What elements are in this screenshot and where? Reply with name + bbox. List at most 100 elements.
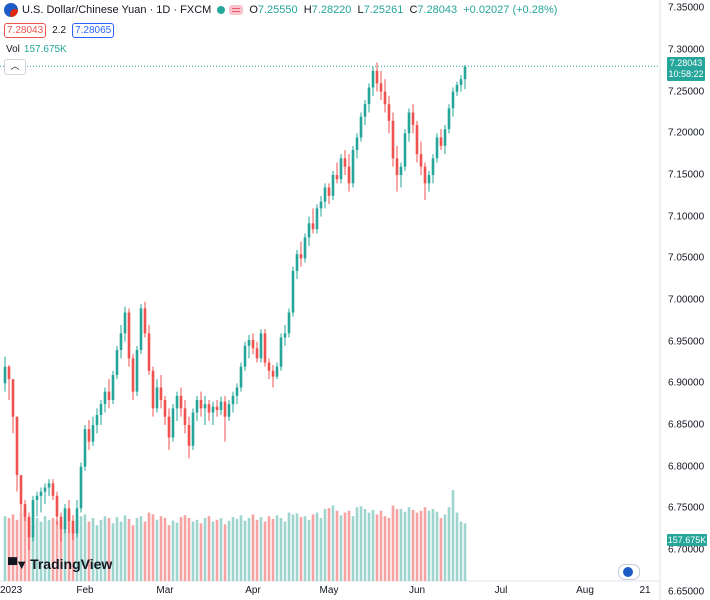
volume-bar-up xyxy=(123,515,127,581)
candle-up xyxy=(231,395,235,405)
volume-bar-up xyxy=(371,509,375,581)
candle-down xyxy=(299,254,303,259)
volume-bar-up xyxy=(279,518,283,581)
candle-up xyxy=(463,66,467,80)
market-menu-icon[interactable] xyxy=(229,5,244,15)
trade-buttons: 7.28043 2.2 7.28065 xyxy=(4,22,115,38)
candle-up xyxy=(47,483,51,488)
volume-bar-down xyxy=(55,520,59,581)
volume-bar-down xyxy=(127,518,131,581)
volume-bar-down xyxy=(107,518,111,581)
candle-up xyxy=(111,375,115,400)
candle-down xyxy=(411,112,415,125)
candle-up xyxy=(135,350,139,392)
volume-bar-up xyxy=(99,519,103,581)
candle-down xyxy=(27,516,31,538)
volume-bar-down xyxy=(11,514,15,581)
volume-bar-down xyxy=(7,518,11,581)
volume-bar-up xyxy=(427,510,431,581)
volume-bar-up xyxy=(451,490,455,581)
price-axis[interactable]: 7.35000 7.30000 7.25000 7.20000 7.15000 7.100… xyxy=(660,0,710,600)
candle-down xyxy=(255,348,259,359)
volume-bar-up xyxy=(319,518,323,581)
candle-down xyxy=(127,312,131,359)
market-open-status-icon xyxy=(217,6,226,14)
currency-flag-button-icon[interactable] xyxy=(618,564,640,580)
symbol-title[interactable]: U.S. Dollar/Chinese Yuan · 1D · FXCM xyxy=(22,4,212,16)
volume-bar-down xyxy=(311,514,315,581)
candle-up xyxy=(287,312,291,334)
candle-down xyxy=(347,166,351,184)
volume-bar-up xyxy=(135,518,139,581)
chevron-up-icon[interactable]: ︿ xyxy=(4,59,26,75)
candle-up xyxy=(455,85,459,92)
volume-bar-up xyxy=(367,512,371,581)
volume-bar-up xyxy=(47,519,51,581)
candle-up xyxy=(351,150,355,184)
candle-up xyxy=(259,333,263,359)
ohlc-values: O7.25550 H7.28220 L7.25261 C7.28043 +0.0… xyxy=(249,4,558,16)
volume-bar-down xyxy=(423,507,427,581)
volume-bar-down xyxy=(59,528,63,581)
sell-button[interactable]: 7.28043 xyxy=(4,22,47,38)
candle-up xyxy=(3,366,7,384)
volume-bar-up xyxy=(227,520,231,581)
volume-bar-down xyxy=(347,510,351,581)
candle-up xyxy=(123,312,127,334)
time-tick-label: Mar xyxy=(156,585,174,596)
volume-bar-down xyxy=(391,505,395,581)
tradingview-logo[interactable]: ▀▼ TradingView xyxy=(8,556,112,572)
candle-down xyxy=(51,483,55,496)
volume-bar-up xyxy=(259,517,263,581)
price-tick-label: 6.75000 xyxy=(668,502,705,514)
candle-up xyxy=(303,237,307,259)
volume-bar-down xyxy=(215,519,219,581)
candle-up xyxy=(95,415,99,425)
price-tick-label: 7.25000 xyxy=(668,86,705,98)
candle-up xyxy=(459,79,463,85)
candle-up xyxy=(75,508,79,534)
candle-up xyxy=(295,254,299,271)
price-tick-label: 6.70000 xyxy=(668,544,705,556)
volume-bar-down xyxy=(51,518,55,581)
candle-down xyxy=(147,333,151,371)
volume-bar-up xyxy=(219,518,223,581)
time-tick-label: Aug xyxy=(576,585,594,596)
volume-bar-up xyxy=(83,514,87,581)
volume-bar-down xyxy=(71,527,75,581)
volume-bar-up xyxy=(283,521,287,581)
candle-up xyxy=(239,366,243,388)
volume-bar-down xyxy=(19,512,23,581)
candle-down xyxy=(271,370,275,377)
volume-bar-up xyxy=(403,511,407,581)
candle-down xyxy=(67,508,71,521)
candle-down xyxy=(383,91,387,105)
candle-up xyxy=(435,137,439,159)
price-tick-label: 7.30000 xyxy=(668,44,705,56)
candle-down xyxy=(179,395,183,409)
volume-bar-up xyxy=(79,516,83,581)
time-tick-label: May xyxy=(319,585,339,596)
candle-up xyxy=(283,333,287,338)
volume-bar-down xyxy=(327,508,331,581)
candle-down xyxy=(223,401,227,417)
candle-down xyxy=(419,154,423,167)
volume-bar-down xyxy=(375,514,379,581)
candle-down xyxy=(391,120,395,159)
candle-down xyxy=(87,429,91,442)
candle-up xyxy=(79,466,83,509)
high-value: 7.28220 xyxy=(311,4,352,16)
candle-up xyxy=(155,387,159,409)
price-tick-label: 7.00000 xyxy=(668,294,705,306)
candle-down xyxy=(387,104,391,121)
candle-up xyxy=(227,404,231,417)
volume-bar-up xyxy=(119,521,123,581)
candle-down xyxy=(187,425,191,446)
candle-up xyxy=(211,406,215,413)
buy-button[interactable]: 7.28065 xyxy=(72,22,115,38)
volume-axis-label: 157.675K xyxy=(667,534,707,546)
volume-bar-up xyxy=(191,521,195,581)
volume-bar-down xyxy=(179,517,183,581)
candle-up xyxy=(103,391,107,405)
